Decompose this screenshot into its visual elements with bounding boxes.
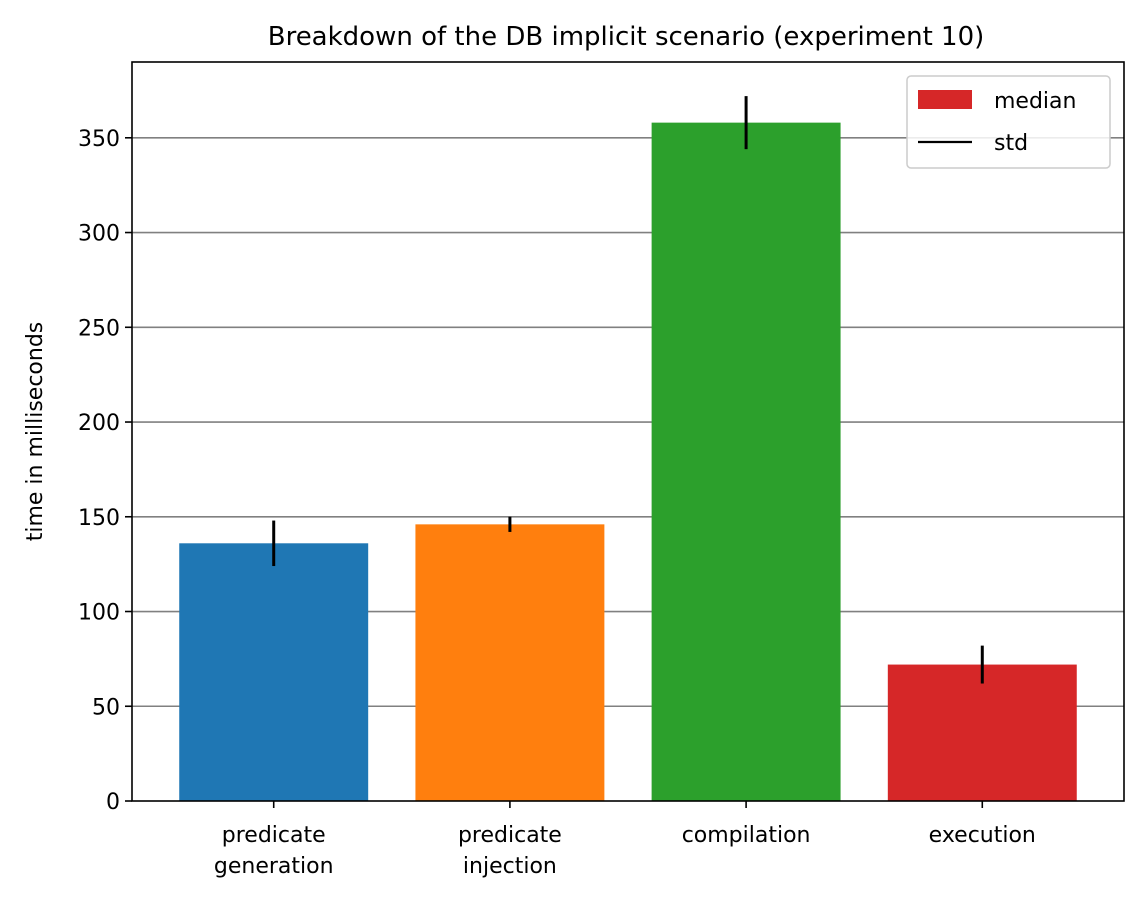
plot-frame bbox=[131, 61, 1125, 802]
bars bbox=[179, 122, 1077, 802]
y-tick-label-150: 150 bbox=[78, 506, 120, 531]
y-tick-label-50: 50 bbox=[92, 695, 120, 720]
y-axis-label: time in milliseconds bbox=[23, 322, 48, 542]
x-tick-label-2: compilation bbox=[682, 823, 811, 848]
bar-2 bbox=[651, 122, 841, 802]
x-tick-label-1: predicate injection bbox=[458, 823, 562, 879]
legend-label-median: median bbox=[994, 89, 1076, 114]
legend-swatch-median bbox=[918, 90, 972, 109]
x-axis-ticks: predicate generation predicate injection com… bbox=[214, 801, 1036, 879]
chart-title: Breakdown of the DB implicit scenario (e… bbox=[268, 22, 985, 52]
y-tick-label-200: 200 bbox=[78, 411, 120, 436]
bar-1 bbox=[415, 524, 605, 801]
x-tick-label-3: execution bbox=[929, 823, 1036, 848]
y-tick-label-100: 100 bbox=[78, 601, 120, 626]
x-tick-label-0: predicate generation bbox=[214, 823, 334, 879]
bar-3 bbox=[887, 664, 1077, 801]
legend-label-std: std bbox=[994, 131, 1028, 156]
y-tick-label-300: 300 bbox=[78, 222, 120, 247]
legend: median std bbox=[906, 75, 1111, 169]
error-bars bbox=[272, 96, 984, 684]
y-tick-label-250: 250 bbox=[78, 316, 120, 341]
y-tick-label-0: 0 bbox=[106, 790, 120, 815]
bar-0 bbox=[179, 543, 369, 801]
y-axis-ticks: 0 50 100 150 200 250 300 350 bbox=[78, 127, 132, 815]
y-tick-label-350: 350 bbox=[78, 127, 120, 152]
